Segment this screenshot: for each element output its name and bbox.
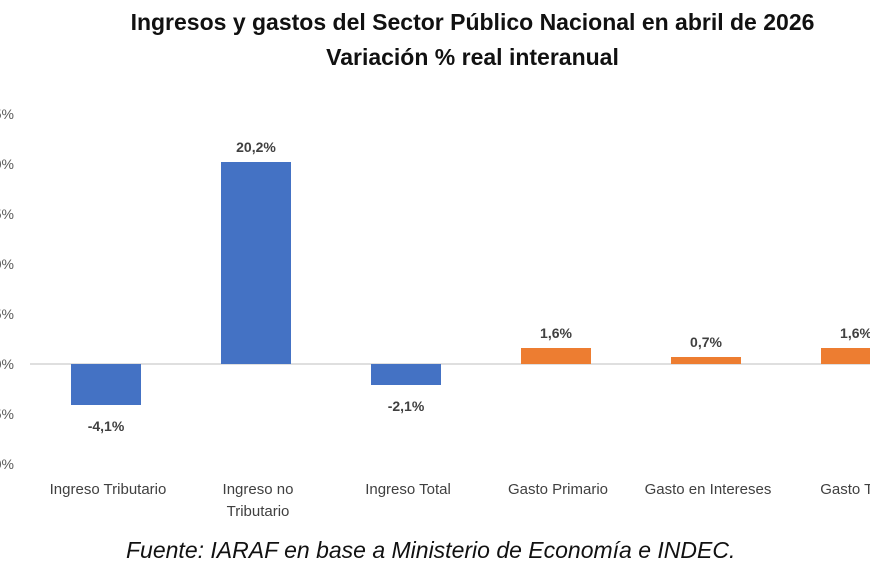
chart-title: Ingresos y gastos del Sector Público Nac… (130, 9, 815, 35)
category-label: Gasto Primario (508, 481, 608, 498)
data-label: -4,1% (88, 418, 125, 434)
data-label: 0,7% (690, 334, 722, 350)
y-tick-label: 10% (0, 256, 14, 272)
bar (821, 348, 870, 364)
y-tick-label: 20% (0, 156, 14, 172)
category-label: Gasto en Intereses (645, 481, 772, 498)
bar (71, 364, 141, 405)
data-label: 1,6% (540, 325, 572, 341)
bar (671, 357, 741, 364)
y-tick-label: -5% (0, 406, 14, 422)
bar (371, 364, 441, 385)
bars (71, 162, 870, 405)
bar (221, 162, 291, 364)
bar (521, 348, 591, 364)
y-tick-label: -10% (0, 456, 14, 472)
category-label: Ingreso Total (365, 481, 451, 498)
value-labels: -4,1% 20,2% -2,1% 1,6% 0,7% 1,6% (88, 139, 870, 434)
data-label: 1,6% (840, 325, 870, 341)
y-tick-label: 25% (0, 106, 14, 122)
category-label: Ingreso no (223, 481, 294, 498)
source-note: Fuente: IARAF en base a Ministerio de Ec… (126, 537, 736, 563)
y-axis: 25% 20% 15% 10% 5% 0% -5% -10% (0, 106, 14, 472)
y-tick-label: 15% (0, 206, 14, 222)
y-tick-label: 5% (0, 306, 14, 322)
category-labels: Ingreso Tributario Ingreso no Tributario In… (50, 481, 870, 520)
data-label: 20,2% (236, 139, 276, 155)
y-tick-label: 0% (0, 356, 14, 372)
data-label: -2,1% (388, 398, 425, 414)
category-label: Gasto Total (820, 481, 870, 498)
category-label: Tributario (227, 503, 290, 520)
chart-subtitle: Variación % real interanual (326, 44, 619, 70)
category-label: Ingreso Tributario (50, 481, 167, 498)
